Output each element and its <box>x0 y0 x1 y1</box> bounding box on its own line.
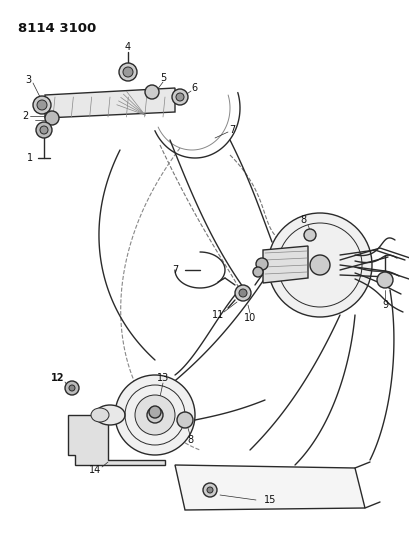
Circle shape <box>148 406 161 418</box>
Text: 7: 7 <box>171 265 178 275</box>
Circle shape <box>65 381 79 395</box>
Circle shape <box>238 289 246 297</box>
Circle shape <box>69 385 75 391</box>
Text: 11: 11 <box>211 310 224 320</box>
Circle shape <box>267 213 371 317</box>
Circle shape <box>40 126 48 134</box>
Circle shape <box>175 93 184 101</box>
Circle shape <box>172 89 188 105</box>
Text: 4: 4 <box>125 42 131 52</box>
Circle shape <box>376 272 392 288</box>
Circle shape <box>37 100 47 110</box>
Text: 15: 15 <box>263 495 276 505</box>
Circle shape <box>119 63 137 81</box>
Text: 1: 1 <box>27 153 33 163</box>
Ellipse shape <box>91 408 109 422</box>
Circle shape <box>234 285 250 301</box>
Text: 10: 10 <box>243 313 256 323</box>
Text: 12: 12 <box>51 373 65 383</box>
Text: 6: 6 <box>191 83 197 93</box>
Circle shape <box>115 375 195 455</box>
Text: 3: 3 <box>25 75 31 85</box>
Text: 5: 5 <box>160 73 166 83</box>
Polygon shape <box>68 415 164 465</box>
Polygon shape <box>262 246 307 283</box>
Polygon shape <box>175 465 364 510</box>
Text: 8114 3100: 8114 3100 <box>18 22 96 35</box>
Circle shape <box>36 122 52 138</box>
Text: 9: 9 <box>381 300 387 310</box>
Circle shape <box>123 67 133 77</box>
Circle shape <box>252 267 262 277</box>
Circle shape <box>202 483 216 497</box>
Text: 2: 2 <box>22 111 28 121</box>
Text: 13: 13 <box>157 373 169 383</box>
Circle shape <box>207 487 213 493</box>
Ellipse shape <box>95 405 125 425</box>
Circle shape <box>147 407 163 423</box>
Circle shape <box>45 111 59 125</box>
Circle shape <box>33 96 51 114</box>
Circle shape <box>145 85 159 99</box>
Text: 8: 8 <box>187 435 193 445</box>
Circle shape <box>177 412 193 428</box>
Circle shape <box>255 258 267 270</box>
Text: 14: 14 <box>89 465 101 475</box>
Text: 8: 8 <box>299 215 305 225</box>
Circle shape <box>309 255 329 275</box>
Circle shape <box>303 229 315 241</box>
Circle shape <box>135 395 175 435</box>
Text: 7: 7 <box>228 125 234 135</box>
Polygon shape <box>45 88 175 118</box>
